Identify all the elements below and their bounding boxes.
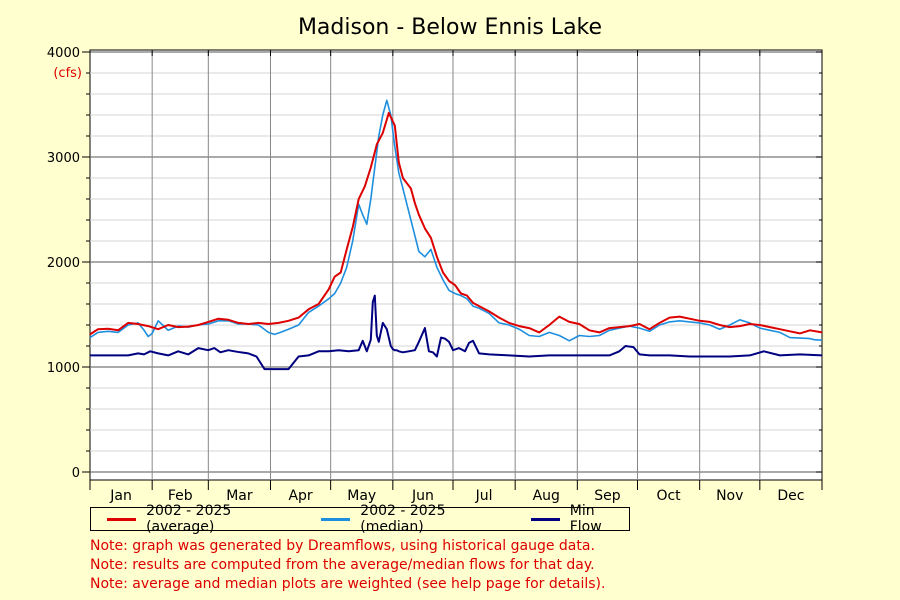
chart-title: Madison - Below Ennis Lake [298,15,602,40]
legend-swatch-min [530,517,560,521]
series-line-min [90,294,823,371]
legend-swatch-median [321,517,351,521]
note-source: Note: graph was generated by Dreamflows,… [90,538,595,554]
x-tick-label: Oct [656,488,681,504]
y-tick-label: 2000 [47,256,80,271]
series-line-median [89,99,823,342]
axis-ticks [82,50,823,490]
legend-item-average: 2002 - 2025 (average) [107,503,299,535]
legend-label-min: Min Flow [569,503,602,535]
x-tick-label: Sep [594,488,621,504]
series-line-average [89,111,823,336]
y-tick-label: 0 [72,466,80,481]
legend-item-min: Min Flow [530,503,629,535]
x-tick-label: Jun [411,488,434,504]
legend-item-median: 2002 - 2025 (median) [321,503,509,535]
y-axis-unit-label: (cfs) [53,66,82,81]
notes: Note: graph was generated by Dreamflows,… [90,537,605,594]
x-tick-label: Jan [109,488,132,504]
note-weighting: Note: average and median plots are weigh… [90,576,606,592]
y-tick-label: 3000 [47,151,80,166]
x-tick-label: Aug [533,488,560,504]
axis-labels: 0 1000 2000 3000 4000 Jan Feb Mar Apr May Jun Jul Au… [47,46,805,504]
x-tick-label: May [347,488,376,504]
legend: 2002 - 2025 (average) 2002 - 2025 (media… [90,503,630,535]
x-tick-label: Nov [716,488,743,504]
x-tick-label: Feb [168,488,193,504]
legend-label-average: 2002 - 2025 (average) [146,503,232,535]
x-tick-label: Apr [288,488,312,504]
x-tick-label: Mar [226,488,253,504]
y-tick-label: 4000 [47,46,80,61]
x-tick-label: Jul [475,488,493,504]
legend-label-median: 2002 - 2025 (median) [360,503,446,535]
legend-swatch-average [107,517,137,521]
note-computation: Note: results are computed from the aver… [90,557,595,573]
series-lines [89,99,823,371]
x-tick-label: Dec [777,488,804,504]
y-tick-label: 1000 [47,361,80,376]
grid-lines [90,50,822,480]
